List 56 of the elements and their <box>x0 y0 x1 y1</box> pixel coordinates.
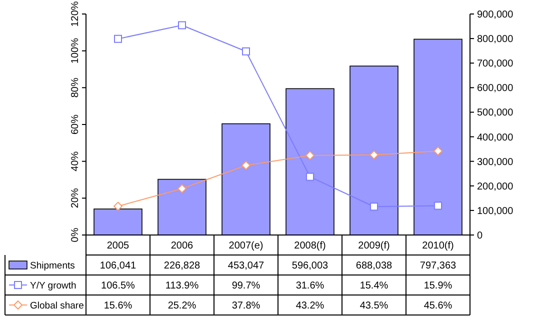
data-label: 797,363 <box>420 260 457 272</box>
y2-tick-label: 700,000 <box>477 58 514 70</box>
x-tick-label: 2005 <box>106 240 130 252</box>
data-label: 37.8% <box>232 300 260 312</box>
y2-tick-label: 400,000 <box>477 132 514 144</box>
point <box>434 146 442 156</box>
y2-tick-label: 900,000 <box>477 10 514 20</box>
y2-tick-label: 600,000 <box>477 83 514 94</box>
data-label: 113.9% <box>165 280 199 292</box>
y-tick-label: 60% <box>70 114 81 135</box>
data-label: 453,047 <box>228 260 265 272</box>
data-label: 688,038 <box>356 260 393 272</box>
data-label: 43.2% <box>296 300 324 312</box>
point <box>178 184 186 194</box>
x-tick-label: 2008(f) <box>294 240 326 252</box>
y2-tick-label: 0 <box>477 230 483 242</box>
point <box>306 172 314 181</box>
point <box>178 21 186 30</box>
point <box>370 150 378 160</box>
y2-tick-label: 300,000 <box>477 156 514 168</box>
y2-tick-label: 500,000 <box>477 108 514 119</box>
data-label: 15.9% <box>424 280 452 292</box>
y2-tick-label: 800,000 <box>477 34 514 46</box>
y-tick-label: 100% <box>70 38 81 64</box>
data-label: 596,003 <box>292 260 329 272</box>
data-label: 43.5% <box>360 300 388 312</box>
point <box>434 202 442 210</box>
data-label: 25.2% <box>168 300 196 312</box>
legend-label: Shipments <box>30 260 76 272</box>
y-tick-label: 120% <box>70 1 81 27</box>
y-tick-label: 80% <box>70 78 81 98</box>
data-label: 45.6% <box>424 300 452 312</box>
y-tick-label: 20% <box>70 188 81 208</box>
legend-label: Y/Y growth <box>30 280 76 292</box>
point <box>370 202 378 211</box>
x-tick-label: 2010(f) <box>422 240 454 252</box>
y-tick-label: 0% <box>70 228 81 242</box>
y2-tick-label: 200,000 <box>477 181 514 192</box>
point <box>306 150 314 160</box>
data-label: 15.4% <box>360 280 388 292</box>
point <box>114 34 122 43</box>
x-tick-label: 2009(f) <box>358 240 390 252</box>
y2-tick-label: 100,000 <box>477 206 514 217</box>
x-tick-label: 2006 <box>170 240 194 252</box>
data-label: 106.5% <box>101 280 136 292</box>
point <box>242 160 250 170</box>
data-label: 99.7% <box>232 280 260 292</box>
point <box>114 202 122 211</box>
data-label: 226,828 <box>164 260 201 272</box>
x-tick-label: 2007(e) <box>228 240 264 252</box>
legend-label: Global share <box>30 300 84 312</box>
data-label: 15.6% <box>104 300 132 312</box>
data-label: 31.6% <box>296 280 324 292</box>
point <box>242 47 250 56</box>
data-label: 106,041 <box>100 260 137 272</box>
y-tick-label: 40% <box>70 151 81 172</box>
